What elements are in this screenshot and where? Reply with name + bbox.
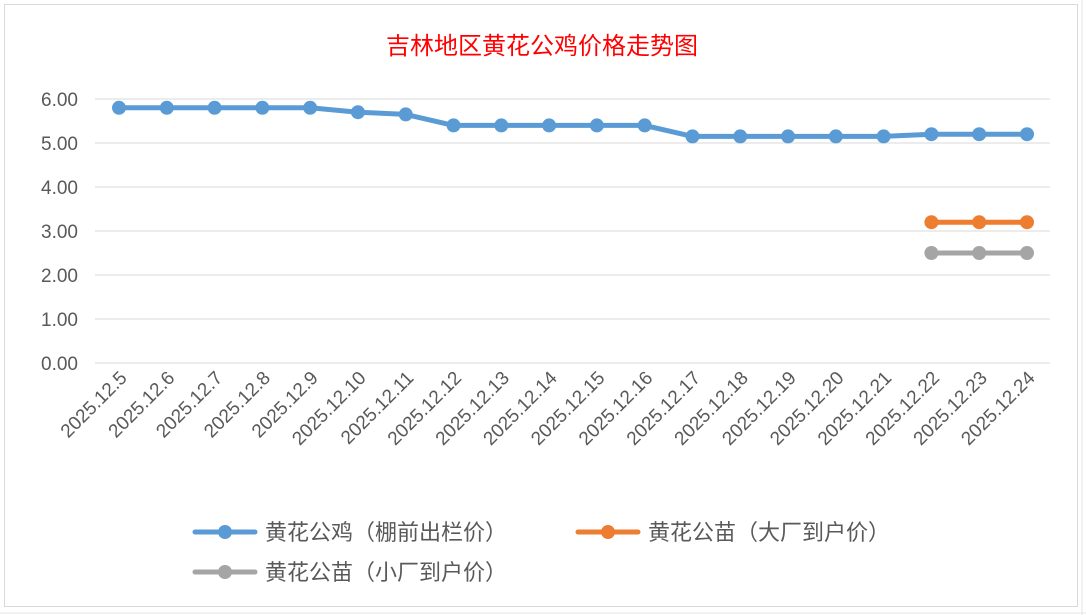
y-tick-label: 0.00 xyxy=(41,354,78,375)
legend-label: 黄花公苗（大厂到户价） xyxy=(648,521,890,546)
chart-area[interactable]: 吉林地区黄花公鸡价格走势图 0.00 1.00 2.00 3.00 4.00 5.00 6.… xyxy=(4,4,1078,607)
data-point xyxy=(972,127,987,142)
data-point xyxy=(924,127,939,142)
legend-entry[interactable]: 黄花公鸡（棚前出栏价） xyxy=(192,521,507,546)
data-point xyxy=(494,118,509,133)
legend-label: 黄花公苗（小厂到户价） xyxy=(265,561,507,586)
y-tick-label: 3.00 xyxy=(41,222,78,243)
data-point xyxy=(1020,246,1034,260)
y-tick-label: 2.00 xyxy=(41,266,78,287)
data-point xyxy=(589,118,604,133)
y-tick-label: 1.00 xyxy=(41,310,78,331)
series-line xyxy=(116,105,1030,139)
series-3 xyxy=(924,246,1034,260)
y-axis-tick-labels: 0.00 1.00 2.00 3.00 4.00 5.00 6.00 xyxy=(41,90,78,375)
legend-swatch-marker xyxy=(218,565,232,579)
series-2 xyxy=(924,215,1034,230)
legend-entry[interactable]: 黄花公苗（小厂到户价） xyxy=(192,561,507,586)
data-point xyxy=(398,107,413,122)
legend[interactable]: 黄花公鸡（棚前出栏价） 黄花公苗（大厂到户价） 黄花公苗（小厂到户价） xyxy=(192,521,890,586)
y-tick-label: 4.00 xyxy=(41,178,78,199)
data-point xyxy=(1020,127,1034,142)
legend-entry[interactable]: 黄花公苗（大厂到户价） xyxy=(575,521,890,546)
legend-label: 黄花公鸡（棚前出栏价） xyxy=(265,521,507,546)
series-1 xyxy=(112,100,1034,144)
data-point xyxy=(1020,215,1034,230)
series-lines xyxy=(112,100,1034,260)
data-point xyxy=(637,118,652,133)
data-point xyxy=(685,129,700,144)
data-point xyxy=(733,129,748,144)
data-point xyxy=(255,100,270,115)
data-point xyxy=(350,105,365,120)
gridlines xyxy=(95,98,1050,364)
data-point xyxy=(924,215,939,230)
legend-swatch-marker xyxy=(601,525,615,539)
x-axis-tick-labels: 2025.12.52025.12.62025.12.72025.12.82025… xyxy=(57,367,1040,449)
data-point xyxy=(303,100,318,115)
data-point xyxy=(972,215,987,230)
line-chart: 吉林地区黄花公鸡价格走势图 0.00 1.00 2.00 3.00 4.00 5.00 6.… xyxy=(41,32,1050,586)
y-tick-label: 5.00 xyxy=(41,134,78,155)
chart-title: 吉林地区黄花公鸡价格走势图 xyxy=(386,32,698,60)
data-point xyxy=(972,246,987,260)
legend-swatch-marker xyxy=(218,525,232,539)
data-point xyxy=(542,118,557,133)
data-point xyxy=(876,129,891,144)
data-point xyxy=(207,100,222,115)
data-point xyxy=(781,129,796,144)
data-point xyxy=(159,100,174,115)
data-point xyxy=(924,246,939,260)
data-point xyxy=(828,129,843,144)
y-tick-label: 6.00 xyxy=(41,90,78,111)
data-point xyxy=(112,100,126,115)
data-point xyxy=(446,118,461,133)
